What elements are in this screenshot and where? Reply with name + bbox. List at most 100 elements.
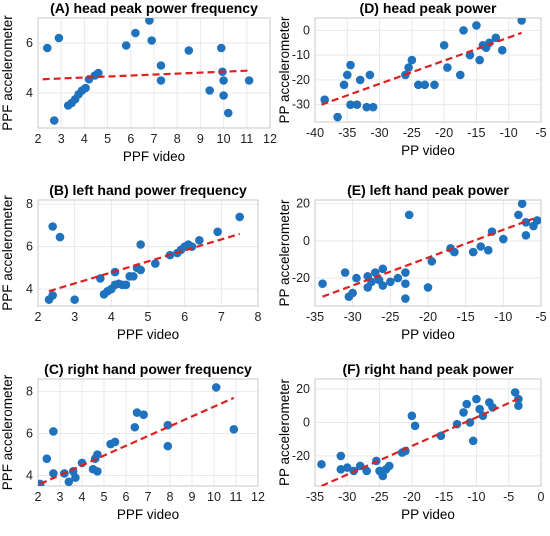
x-tick-label: -30 bbox=[338, 490, 356, 504]
data-point bbox=[340, 268, 350, 277]
fit-line bbox=[48, 232, 240, 293]
x-tick-label: -5 bbox=[535, 310, 546, 324]
x-tick-label: -40 bbox=[306, 126, 324, 140]
x-tick-label: 3 bbox=[58, 132, 65, 146]
panel-title: (C) right hand power frequency bbox=[44, 361, 252, 377]
data-point bbox=[213, 227, 222, 237]
x-tick-label: -30 bbox=[371, 126, 389, 140]
data-marks bbox=[44, 212, 244, 304]
data-point bbox=[339, 80, 349, 90]
fit-line bbox=[321, 396, 523, 486]
data-point bbox=[94, 68, 103, 78]
data-point bbox=[352, 100, 362, 109]
data-point bbox=[81, 83, 90, 93]
data-point bbox=[70, 295, 79, 304]
data-point bbox=[450, 247, 459, 257]
data-marks bbox=[320, 18, 526, 122]
plot-frame bbox=[37, 17, 271, 129]
data-point bbox=[346, 100, 355, 109]
data-point bbox=[184, 46, 194, 55]
data-point bbox=[147, 36, 156, 45]
data-point bbox=[64, 477, 74, 486]
data-point bbox=[510, 388, 520, 397]
y-tick-label: 0 bbox=[303, 23, 310, 37]
data-point bbox=[393, 273, 403, 283]
data-point bbox=[404, 63, 413, 72]
panel-title: (F) right hand peak power bbox=[342, 361, 514, 377]
data-point bbox=[483, 245, 493, 255]
data-point bbox=[407, 411, 417, 421]
data-point bbox=[427, 257, 437, 266]
y-tick-label: -20 bbox=[292, 449, 310, 463]
x-tick-label: 3 bbox=[71, 310, 78, 324]
x-tick-label: 5 bbox=[104, 132, 111, 146]
data-point bbox=[317, 459, 326, 469]
data-point bbox=[54, 33, 64, 43]
x-tick-label: 4 bbox=[81, 132, 88, 146]
x-tick-label: 5 bbox=[101, 490, 108, 504]
data-point bbox=[499, 234, 508, 244]
data-point bbox=[333, 112, 342, 122]
y-tick-label: 0 bbox=[303, 234, 310, 248]
data-point bbox=[468, 247, 478, 257]
data-point bbox=[420, 80, 430, 90]
data-point bbox=[455, 70, 465, 80]
data-point bbox=[410, 421, 420, 431]
data-point bbox=[517, 18, 526, 25]
x-tick-label: 6 bbox=[123, 490, 130, 504]
data-point bbox=[336, 464, 346, 474]
data-point bbox=[42, 454, 52, 464]
data-point bbox=[365, 70, 375, 80]
data-point bbox=[423, 283, 433, 292]
data-point bbox=[472, 394, 481, 404]
data-point bbox=[362, 102, 371, 112]
panel-title: (D) head peak power bbox=[360, 0, 497, 16]
x-tick-label: -35 bbox=[306, 310, 324, 324]
plot-frame bbox=[314, 378, 542, 487]
y-tick-label: 6 bbox=[26, 240, 33, 254]
data-point bbox=[219, 91, 228, 100]
x-tick-label: 8 bbox=[174, 132, 181, 146]
y-axis-label: PP accelerometer bbox=[277, 378, 292, 486]
data-point bbox=[55, 232, 65, 242]
data-point bbox=[378, 264, 388, 274]
data-point bbox=[514, 210, 523, 220]
data-point bbox=[121, 280, 131, 290]
data-point bbox=[48, 222, 57, 231]
data-point bbox=[235, 212, 244, 222]
data-point bbox=[439, 40, 449, 50]
x-tick-label: -25 bbox=[381, 310, 399, 324]
data-point bbox=[532, 216, 541, 225]
data-point bbox=[459, 26, 468, 35]
panel-title: (B) left hand power frequency bbox=[49, 182, 247, 198]
data-point bbox=[472, 21, 481, 30]
data-point bbox=[491, 33, 501, 43]
x-axis-label: PPF video bbox=[123, 149, 185, 164]
y-tick-label: 20 bbox=[296, 197, 310, 211]
data-point bbox=[49, 469, 58, 478]
panel-e: -35 -30 -25 -20 -15 -10 -5 -20 0 20 (E) left hand … bbox=[277, 182, 547, 342]
data-point bbox=[145, 18, 154, 25]
data-point bbox=[521, 231, 531, 240]
x-tick-label: 9 bbox=[189, 490, 196, 504]
fit-line bbox=[42, 69, 252, 81]
x-axis-label: PP video bbox=[401, 507, 455, 522]
data-point bbox=[355, 75, 365, 85]
data-point bbox=[38, 479, 45, 486]
y-tick-label: 4 bbox=[26, 469, 33, 483]
x-tick-label: -15 bbox=[435, 490, 453, 504]
data-point bbox=[163, 441, 173, 451]
y-axis-label: PP accelerometer bbox=[277, 16, 292, 124]
x-tick-label: -5 bbox=[535, 126, 546, 140]
x-tick-label: 7 bbox=[218, 310, 225, 324]
y-tick-label: -20 bbox=[292, 73, 310, 87]
y-tick-label: 8 bbox=[26, 385, 33, 399]
data-point bbox=[378, 471, 388, 481]
data-point bbox=[521, 218, 531, 227]
data-point bbox=[370, 268, 380, 277]
data-point bbox=[93, 450, 102, 459]
fit-line bbox=[39, 396, 235, 485]
data-point bbox=[49, 427, 58, 436]
data-point bbox=[42, 43, 52, 53]
data-point bbox=[346, 60, 355, 70]
